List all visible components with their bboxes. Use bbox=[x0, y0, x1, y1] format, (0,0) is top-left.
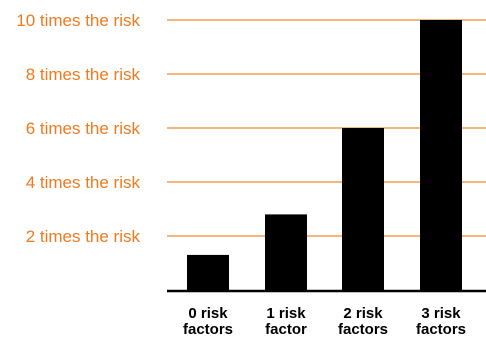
bar bbox=[187, 254, 229, 290]
y-tick-label: 6 times the risk bbox=[26, 119, 141, 138]
x-tick-label-line: factors bbox=[416, 321, 466, 338]
x-tick-label-line: 2 risk bbox=[343, 305, 383, 322]
bar bbox=[265, 214, 307, 290]
x-tick-label: 2 risk factors bbox=[338, 305, 388, 338]
x-tick-label-line: factor bbox=[265, 321, 307, 338]
x-tick-label-line: factors bbox=[338, 321, 388, 338]
y-tick-label: 8 times the risk bbox=[26, 65, 141, 84]
x-tick-label: 1 risk factor bbox=[265, 305, 307, 338]
y-tick-label: 4 times the risk bbox=[26, 173, 141, 192]
bar bbox=[342, 128, 384, 290]
bar bbox=[420, 20, 462, 290]
x-tick-label: 0 risk factors bbox=[183, 305, 233, 338]
y-tick-label: 2 times the risk bbox=[26, 227, 141, 246]
y-tick-label: 10 times the risk bbox=[16, 11, 140, 30]
x-tick-label: 3 risk factors bbox=[416, 305, 466, 338]
x-tick-label-line: 3 risk bbox=[421, 305, 461, 322]
x-tick-label-line: 0 risk bbox=[188, 305, 228, 322]
x-tick-label-line: 1 risk bbox=[266, 305, 306, 322]
x-tick-label-line: factors bbox=[183, 321, 233, 338]
